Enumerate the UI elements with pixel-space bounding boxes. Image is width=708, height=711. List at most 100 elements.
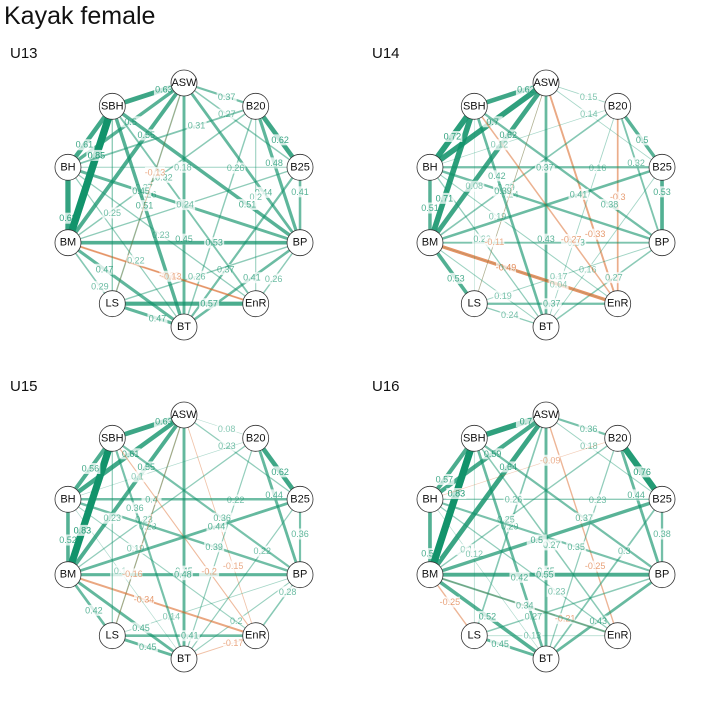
edge-label-bg xyxy=(212,512,233,524)
edge-weight-label: -0.09 xyxy=(540,455,561,465)
edge-label-bg xyxy=(144,166,165,178)
node-label-bm: BM xyxy=(60,569,77,581)
edge-label-bg xyxy=(652,528,673,540)
edge-ls-asw xyxy=(111,414,185,636)
edge-enr-bm xyxy=(429,241,619,306)
edge-label-bg xyxy=(137,641,158,653)
edge-bh-b20 xyxy=(67,438,256,500)
edge-weight-label: 0.43 xyxy=(537,234,555,244)
edge-label-bg xyxy=(141,493,162,505)
edge-weight-label: 0.23 xyxy=(473,234,491,244)
node-label-bh: BH xyxy=(60,161,75,173)
node-bt xyxy=(170,645,198,673)
edge-label-bg xyxy=(57,534,78,546)
node-label-bp: BP xyxy=(655,569,670,581)
edge-weight-label: 0.59 xyxy=(484,449,502,459)
node-label-enr: EnR xyxy=(607,298,628,310)
edge-weight-label: 0.53 xyxy=(421,549,439,559)
edge-asw-b25 xyxy=(545,414,663,500)
edge-weight-label: -0.49 xyxy=(496,262,517,272)
edge-weight-label: 0.41 xyxy=(243,273,261,283)
edge-weight-label: 0.23 xyxy=(548,586,566,596)
edge-weight-label: 0.36 xyxy=(580,424,598,434)
edge-label-bg xyxy=(172,569,193,581)
edge-bm-enr xyxy=(429,242,618,304)
edge-weight-label: 0.26 xyxy=(188,271,206,281)
node-sbh xyxy=(460,92,488,120)
edge-weight-label: 0.37 xyxy=(217,265,235,275)
edge-label-bg xyxy=(122,568,143,580)
node-enr xyxy=(242,622,270,650)
edge-label-bg xyxy=(578,91,599,103)
edge-bp-sbh xyxy=(473,437,663,576)
node-label-ls: LS xyxy=(468,630,481,642)
node-label-bp: BP xyxy=(293,569,308,581)
node-b20 xyxy=(242,92,270,120)
network-u16: 0.7 0.36 0.59 0.64 0.45 0.29 0.18 -0.25 0.76 0.44… xyxy=(416,401,676,673)
edge-label-bg xyxy=(534,161,555,173)
edge-label-bg xyxy=(599,199,620,211)
edge-label-bg xyxy=(270,466,291,478)
edge-weight-label: 0.38 xyxy=(601,200,619,210)
edge-weight-label: 0.7 xyxy=(520,417,533,427)
edge-label-bg xyxy=(626,489,647,501)
edge-weight-label: 0.32 xyxy=(627,158,645,168)
edge-label-bg xyxy=(498,461,519,473)
node-label-ls: LS xyxy=(106,298,119,310)
edge-weight-label: 0.42 xyxy=(488,171,506,181)
edge-weight-label: -0.15 xyxy=(223,561,244,571)
edge-bt-bm xyxy=(67,241,185,329)
page-title: Kayak female xyxy=(4,2,156,30)
edge-weight-label: 0.61 xyxy=(76,140,94,150)
edge-weight-label: 0.47 xyxy=(149,313,167,323)
edge-weight-label: 0.4 xyxy=(145,494,158,504)
edge-label-bg xyxy=(578,423,599,435)
edge-label-bg xyxy=(161,270,182,282)
edge-label-bg xyxy=(134,200,155,212)
edge-label-bg xyxy=(445,272,466,284)
edge-label-bg xyxy=(503,493,524,505)
edge-weight-label: 0.62 xyxy=(517,85,535,95)
edge-label-bg xyxy=(86,149,107,161)
edge-weight-label: 0.26 xyxy=(505,494,523,504)
edge-bm-sbh xyxy=(427,105,477,244)
edge-weight-label: 0.68 xyxy=(59,213,77,223)
edge-b20-bm xyxy=(429,105,619,244)
edge-weight-label: 0.04 xyxy=(550,279,568,289)
edge-label-bg xyxy=(546,585,567,597)
edge-label-bg xyxy=(147,312,168,324)
edge-label-bg xyxy=(585,228,606,240)
node-label-bt: BT xyxy=(177,321,191,333)
edge-label-bg xyxy=(499,309,520,321)
edge-weight-label: 0.47 xyxy=(96,264,114,274)
panel-label-u16: U16 xyxy=(372,378,400,395)
edge-weight-label: 0.45 xyxy=(132,623,150,633)
edge-bp-ls xyxy=(474,573,663,637)
node-bp xyxy=(286,229,314,257)
edge-weight-label: 0.2 xyxy=(230,616,243,626)
node-bm xyxy=(416,229,444,257)
edge-label-bg xyxy=(526,534,547,546)
edge-label-bg xyxy=(607,191,628,203)
edge-label-bg xyxy=(161,610,182,622)
node-bt xyxy=(532,313,560,341)
edge-weight-label: 0.23 xyxy=(218,441,236,451)
edge-weight-label: 0.55 xyxy=(536,570,554,580)
edge-weight-label: 0.72 xyxy=(444,131,462,141)
node-label-ls: LS xyxy=(468,298,481,310)
node-bt xyxy=(170,313,198,341)
edge-label-bg xyxy=(127,471,148,483)
edge-weight-label: 0.62 xyxy=(271,135,289,145)
node-asw xyxy=(170,401,198,429)
node-label-bm: BM xyxy=(422,569,439,581)
edge-label-bg xyxy=(223,560,244,572)
edge-weight-label: 0.37 xyxy=(218,92,236,102)
edge-bh-b20 xyxy=(429,438,618,500)
edge-weight-label: 0.1 xyxy=(114,566,127,576)
edge-label-bg xyxy=(482,448,503,460)
edge-weight-label: 0.37 xyxy=(543,299,561,309)
edge-weight-label: 0.29 xyxy=(501,521,519,531)
edge-label-bg xyxy=(490,638,511,650)
edge-label-bg xyxy=(153,84,174,96)
edge-label-bg xyxy=(150,229,171,241)
